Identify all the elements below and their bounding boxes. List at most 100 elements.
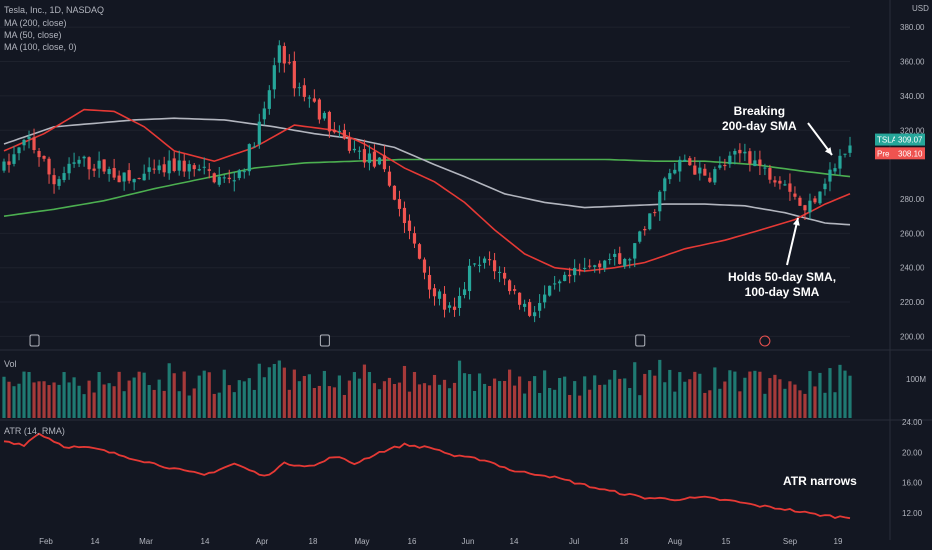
- candle-body: [162, 164, 166, 173]
- volume-bar: [257, 363, 261, 418]
- candle-body: [302, 85, 306, 97]
- candle-body: [32, 137, 36, 150]
- volume-bar: [748, 371, 752, 418]
- candle-body: [628, 259, 632, 261]
- candle-body: [252, 146, 256, 148]
- candle-body: [437, 291, 442, 299]
- volume-bar: [197, 375, 201, 418]
- candle-body: [793, 193, 797, 197]
- volume-bar: [417, 384, 422, 418]
- badge-box: [895, 147, 925, 160]
- volume-bar: [482, 383, 487, 418]
- annotation-holds: Holds 50-day SMA, 100-day SMA: [728, 270, 837, 299]
- volume-bar: [227, 385, 231, 418]
- volume-bar: [382, 381, 387, 418]
- candle-body: [337, 130, 341, 132]
- ma50-line: [3, 108, 851, 272]
- atr-tick-label: 12.00: [902, 509, 923, 518]
- date-tick-label: Jun: [462, 537, 475, 546]
- candle-body: [477, 264, 482, 266]
- arrow-head: [824, 147, 832, 155]
- price-tick-label: 340.00: [900, 92, 925, 101]
- volume-bar: [523, 393, 527, 418]
- earnings-marker: [29, 334, 40, 347]
- candle-body: [442, 293, 447, 310]
- candle-body: [558, 281, 562, 284]
- volume-bars: [2, 359, 852, 418]
- candle-body: [307, 97, 311, 99]
- volume-bar: [237, 380, 241, 418]
- candle-body: [267, 90, 271, 109]
- price-tick-label: 380.00: [900, 23, 925, 32]
- volume-bar: [723, 381, 727, 418]
- volume-bar: [192, 388, 196, 418]
- candlesticks: [2, 40, 852, 323]
- candle-body: [553, 283, 557, 285]
- atr-tick-label: 20.00: [902, 448, 923, 457]
- volume-bar: [833, 392, 837, 418]
- ma50-path: [3, 108, 851, 272]
- volume-bar: [347, 380, 352, 418]
- volume-bar: [172, 373, 176, 418]
- candle-body: [758, 159, 762, 166]
- volume-bar: [332, 387, 336, 418]
- volume-bar: [648, 370, 652, 418]
- volume-bar: [222, 369, 226, 418]
- candle-body: [402, 207, 407, 224]
- volume-bar: [87, 380, 91, 418]
- candle-body: [748, 151, 752, 164]
- volume-bar: [342, 394, 347, 418]
- volume-bar: [743, 377, 747, 418]
- annotation-arrows: [786, 122, 833, 266]
- volume-bar: [97, 371, 101, 418]
- candle-body: [492, 260, 497, 272]
- candle-body: [823, 183, 827, 190]
- volume-bar: [843, 370, 847, 418]
- volume-bar: [758, 371, 762, 418]
- candle-body: [97, 160, 101, 169]
- volume-bar: [713, 367, 717, 418]
- candle-body: [427, 274, 432, 290]
- volume-bar: [563, 376, 567, 418]
- candle-body: [803, 205, 807, 211]
- volume-bar: [307, 374, 311, 418]
- candle-body: [292, 60, 296, 89]
- candle-body: [753, 160, 757, 167]
- volume-bar: [62, 372, 66, 418]
- volume-bar: [808, 371, 812, 418]
- candle-body: [778, 180, 782, 184]
- volume-bar: [357, 378, 362, 418]
- volume-bar: [137, 371, 141, 418]
- volume-bar: [262, 377, 266, 418]
- candle-body: [327, 111, 331, 132]
- candle-body: [638, 231, 642, 242]
- candle-body: [137, 177, 141, 179]
- volume-bar: [132, 377, 136, 418]
- volume-bar: [823, 392, 827, 418]
- legend-vol: Vol: [4, 359, 17, 369]
- candle-body: [317, 99, 321, 120]
- candle-body: [17, 147, 21, 154]
- axis-labels: USD 380.00 360.00 340.00 320.00 280.00 260.00 2…: [39, 4, 929, 546]
- volume-bar: [407, 391, 412, 418]
- volume-bar: [533, 376, 537, 418]
- candle-body: [598, 263, 602, 268]
- candle-body: [57, 179, 61, 186]
- volume-bar: [182, 371, 186, 418]
- candle-body: [643, 228, 647, 231]
- arrow-shaft: [786, 217, 799, 266]
- atr-tick-label: 24.00: [902, 418, 923, 427]
- candle-body: [482, 258, 487, 263]
- volume-bar: [57, 384, 61, 418]
- volume-bar: [232, 392, 236, 418]
- volume-bar: [52, 382, 56, 418]
- volume-bar: [317, 385, 321, 418]
- volume-bar: [117, 371, 121, 418]
- badge-tag: [875, 147, 895, 160]
- volume-bar: [568, 394, 572, 418]
- volume-bar: [487, 385, 492, 418]
- volume-bar: [668, 369, 672, 418]
- candle-body: [462, 289, 467, 295]
- volume-bar: [362, 364, 367, 418]
